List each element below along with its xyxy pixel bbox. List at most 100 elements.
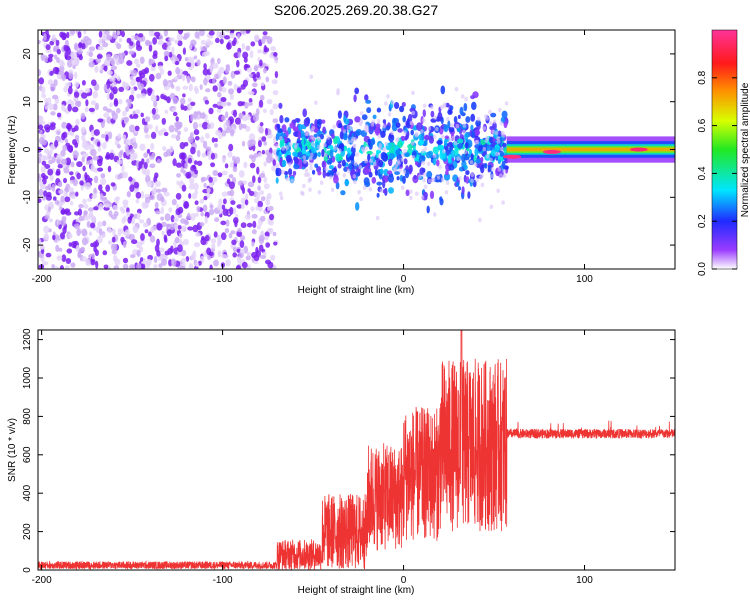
spectrogram-noise-blob [71, 101, 74, 108]
spectrogram-noise-blob [252, 83, 258, 88]
spectrogram-noise-blob [53, 67, 59, 74]
spectrogram-marks [35, 26, 675, 273]
spectrogram-noise-blob [125, 139, 131, 145]
spectrogram-noise-blob [98, 46, 104, 51]
spectrogram-noise-blob [180, 98, 186, 105]
spectrogram-noise-blob [144, 67, 149, 74]
spectrogram-halo-blob [448, 137, 452, 141]
spectrogram-noise-blob [270, 109, 274, 116]
spectrogram-noise-blob [81, 127, 86, 134]
spectrogram-noise-blob [170, 246, 174, 254]
spectrogram-noise-blob [82, 156, 85, 162]
spectrogram-halo-blob [471, 173, 475, 177]
spectrogram-noise-blob [187, 76, 191, 84]
spectrogram-transition-blob [470, 114, 475, 122]
spectrogram-noise-blob [121, 165, 124, 173]
spectrogram-noise-blob [69, 171, 74, 175]
spectrogram-halo-blob [396, 137, 400, 141]
spectrogram-noise-blob [141, 191, 145, 199]
spectrogram-halo-blob [373, 162, 377, 166]
spectrogram-noise-blob [217, 204, 221, 211]
spectrogram-halo-blob [391, 101, 395, 105]
spectrogram-halo-blob [320, 181, 324, 185]
spectrogram-halo-blob [498, 167, 502, 171]
spectrogram-noise-blob [238, 52, 241, 58]
spectrogram-halo-blob [410, 121, 414, 125]
spectrogram-noise-blob [152, 37, 157, 45]
spectrogram-noise-blob [97, 221, 103, 227]
spectrogram-noise-blob [55, 245, 59, 252]
spectrogram-noise-blob [172, 199, 177, 205]
spectrogram-noise-blob [260, 122, 264, 127]
spectrogram-noise-blob [54, 140, 58, 147]
spectrogram-noise-blob [100, 65, 104, 70]
spectrogram-noise-blob [200, 222, 205, 226]
spectrogram-noise-blob [248, 91, 254, 95]
spectrogram-noise-blob [116, 108, 121, 114]
spectrogram-halo-blob [329, 175, 333, 179]
spectrogram-noise-blob [76, 173, 81, 180]
spectrogram-halo-blob [422, 161, 426, 165]
spectrogram-noise-blob [230, 162, 234, 168]
spectrogram-noise-blob [274, 56, 278, 60]
spectrogram-noise-blob [73, 150, 79, 158]
spectrogram-halo-blob [314, 101, 318, 105]
spectrogram-transition-blob [498, 159, 501, 164]
spectrogram-noise-blob [163, 79, 168, 87]
spectrogram-transition-blob [276, 124, 280, 129]
spectrogram-noise-blob [48, 218, 53, 222]
spectrogram-transition-blob [289, 122, 295, 128]
spectrogram-noise-blob [194, 170, 198, 175]
spectrogram-noise-blob [176, 180, 179, 185]
spectrogram-halo-blob [411, 141, 415, 145]
spectrogram-transition-blob [464, 157, 470, 161]
snr-y-label: SNR (10 * v/v) [7, 418, 18, 482]
spectrogram-noise-blob [98, 184, 102, 191]
spectrogram-noise-blob [164, 110, 168, 114]
spectrogram-noise-blob [136, 45, 142, 51]
spectrogram-noise-blob [156, 189, 162, 193]
spectrogram-noise-blob [225, 259, 231, 266]
spectrogram-noise-blob [163, 95, 167, 100]
spectrogram-noise-blob [212, 170, 218, 176]
spectrogram-noise-blob [102, 142, 107, 149]
spectrogram-noise-blob [126, 212, 130, 218]
spectrogram-halo-blob [336, 172, 340, 176]
spectrogram-noise-blob [155, 202, 159, 209]
spectrogram-noise-blob [182, 93, 186, 97]
spectrogram-halo-blob [336, 88, 340, 92]
spectrogram-noise-blob [260, 95, 265, 101]
spectrogram-noise-blob [151, 95, 157, 102]
spectrogram-transition-blob [322, 127, 326, 134]
spectrogram-noise-blob [106, 35, 112, 40]
spectrogram-noise-blob [47, 169, 53, 176]
spectrogram-noise-blob [205, 235, 210, 241]
spectrogram-noise-blob [147, 89, 151, 96]
spectrogram-transition-blob [460, 107, 464, 115]
spectrogram-noise-blob [217, 58, 221, 64]
spectrogram-noise-blob [273, 232, 277, 236]
spectrogram-transition-blob [484, 163, 487, 169]
spectrogram-noise-blob [207, 188, 211, 193]
spectrogram-noise-blob [118, 87, 124, 92]
spectrogram-noise-blob [176, 135, 181, 141]
spectrogram-tone-peak [630, 148, 648, 152]
spectrogram-halo-blob [309, 166, 313, 170]
spectrogram-noise-blob [227, 42, 231, 47]
spectrogram-noise-blob [176, 121, 182, 128]
spectrogram-noise-blob [146, 158, 149, 164]
spectrogram-noise-blob [103, 250, 108, 255]
spectrogram-noise-blob [97, 168, 103, 172]
spectrogram-noise-blob [263, 31, 268, 35]
spectrogram-noise-blob [245, 214, 251, 220]
spectrogram-halo-blob [495, 131, 499, 135]
spectrogram-transition-blob [397, 176, 400, 180]
spectrogram-noise-blob [236, 60, 240, 68]
spectrogram-halo-blob [483, 147, 487, 151]
spectrogram-noise-blob [251, 241, 254, 247]
spectrogram-transition-blob [366, 107, 371, 113]
spectrogram-noise-blob [174, 217, 179, 222]
spectrogram-noise-blob [41, 54, 45, 61]
spectrogram-noise-blob [176, 193, 182, 200]
spectrogram-noise-blob [237, 256, 241, 264]
